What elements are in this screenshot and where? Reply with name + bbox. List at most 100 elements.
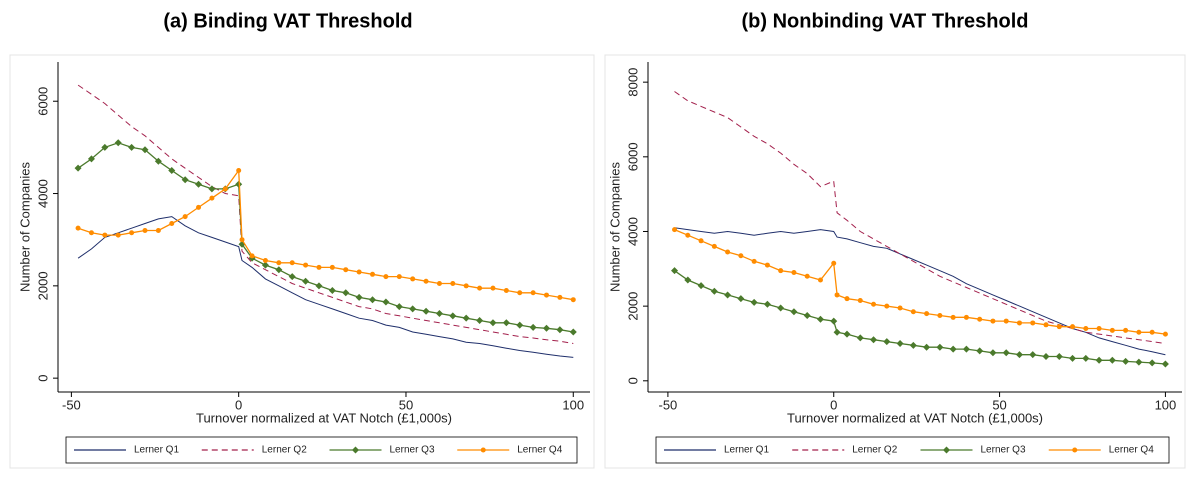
marker (489, 319, 497, 327)
marker (710, 287, 718, 295)
marker (382, 298, 390, 306)
marker (409, 305, 417, 313)
marker (844, 296, 850, 302)
marker (168, 166, 176, 174)
marker (370, 271, 376, 277)
marker (1070, 324, 1076, 330)
marker (1109, 327, 1115, 333)
marker (490, 285, 496, 291)
marker (750, 298, 758, 306)
y-tick-label: 0 (35, 375, 50, 382)
marker (697, 282, 705, 290)
panel-frame (604, 54, 1186, 469)
marker (831, 260, 837, 266)
marker (249, 253, 255, 259)
marker (129, 230, 135, 236)
legend-label: Lerner Q3 (981, 445, 1026, 456)
marker (352, 446, 359, 454)
marker (817, 277, 823, 283)
marker (477, 285, 483, 291)
marker (684, 276, 692, 284)
x-tick-label: 50 (992, 397, 1006, 412)
y-tick-label: 2000 (625, 292, 640, 321)
marker (355, 293, 363, 301)
marker (1136, 329, 1142, 335)
marker (235, 180, 243, 188)
marker (302, 277, 310, 285)
marker (1042, 353, 1050, 361)
marker (462, 314, 470, 322)
marker (833, 328, 841, 336)
marker (315, 282, 323, 290)
marker (450, 281, 456, 287)
y-tick-label: 6000 (35, 87, 50, 116)
marker (343, 267, 349, 273)
marker (1029, 351, 1037, 359)
marker (275, 266, 283, 274)
chart-title: (b) Nonbinding VAT Threshold (742, 10, 1029, 32)
marker (843, 330, 851, 338)
legend-label: Lerner Q1 (134, 445, 179, 456)
marker (897, 305, 903, 311)
x-tick-label: 50 (399, 397, 413, 412)
marker (1149, 329, 1155, 335)
chart-title: (a) Binding VAT Threshold (163, 10, 412, 32)
marker (422, 307, 430, 315)
marker (1043, 322, 1049, 328)
marker (1108, 356, 1116, 364)
x-tick-label: 0 (235, 397, 242, 412)
marker (516, 321, 524, 329)
marker (725, 249, 731, 255)
marker (977, 316, 983, 322)
marker (288, 273, 296, 281)
marker (262, 257, 268, 263)
marker (383, 274, 389, 280)
y-tick-label: 8000 (625, 68, 640, 97)
x-tick-label: 100 (1155, 397, 1177, 412)
marker (937, 312, 943, 318)
marker (962, 345, 970, 353)
marker (396, 274, 402, 280)
marker (923, 343, 931, 351)
marker (950, 314, 956, 320)
marker (1082, 354, 1090, 362)
y-tick-label: 6000 (625, 142, 640, 171)
marker (751, 258, 757, 264)
marker (1135, 358, 1143, 366)
marker (685, 232, 691, 238)
marker (557, 294, 563, 300)
marker (181, 176, 189, 184)
x-tick-label: 100 (562, 397, 584, 412)
marker (763, 300, 771, 308)
marker (236, 167, 242, 173)
series-line (77, 168, 574, 301)
marker (737, 295, 745, 303)
marker (671, 267, 679, 275)
x-tick-label: -50 (62, 397, 81, 412)
marker (423, 278, 429, 284)
marker (816, 315, 824, 323)
y-axis-label: Number of Companies (17, 161, 32, 292)
marker (909, 341, 917, 349)
marker (1015, 351, 1023, 359)
marker (936, 343, 944, 351)
x-axis-label: Turnover normalized at VAT Notch (£1,000… (196, 410, 452, 425)
y-tick-label: 2000 (35, 271, 50, 300)
marker (142, 227, 148, 233)
marker (410, 276, 416, 282)
marker (870, 336, 878, 344)
marker (88, 230, 94, 236)
marker (1030, 320, 1036, 326)
marker (1123, 327, 1129, 333)
y-tick-label: 4000 (625, 217, 640, 246)
marker (856, 334, 864, 342)
marker (102, 232, 108, 238)
marker (1162, 331, 1168, 337)
marker (1122, 357, 1130, 365)
legend-label: Lerner Q4 (1109, 445, 1154, 456)
x-tick-label: 0 (830, 397, 837, 412)
marker (169, 221, 175, 227)
marker (436, 281, 442, 287)
marker (1056, 324, 1062, 330)
